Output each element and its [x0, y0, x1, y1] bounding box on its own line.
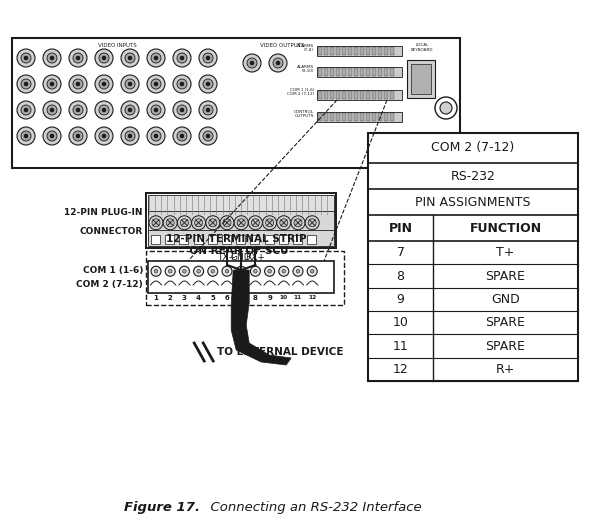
Bar	[330, 113, 334, 121]
Bar	[384, 68, 388, 76]
Circle shape	[249, 216, 262, 230]
Circle shape	[154, 56, 158, 60]
Circle shape	[128, 134, 132, 138]
Circle shape	[50, 134, 54, 138]
Bar	[368, 133, 578, 381]
Circle shape	[125, 79, 135, 89]
Bar	[360, 91, 364, 99]
Circle shape	[197, 269, 200, 273]
Circle shape	[43, 75, 61, 93]
Circle shape	[265, 266, 275, 276]
Bar	[324, 113, 328, 121]
Circle shape	[151, 131, 161, 141]
Bar	[324, 47, 328, 55]
Bar	[318, 47, 322, 55]
Bar	[318, 68, 322, 76]
Circle shape	[177, 79, 187, 89]
Circle shape	[273, 58, 283, 68]
Text: ALARMS
(7-8): ALARMS (7-8)	[297, 44, 314, 52]
Text: COM 1 (1-6)
COM 2 (7-12): COM 1 (1-6) COM 2 (7-12)	[287, 88, 314, 96]
Bar	[317, 90, 402, 100]
Circle shape	[173, 101, 191, 119]
Circle shape	[280, 219, 288, 227]
Circle shape	[73, 105, 83, 115]
Circle shape	[209, 219, 217, 227]
Circle shape	[95, 49, 113, 67]
Bar	[348, 47, 352, 55]
Circle shape	[250, 266, 261, 276]
Text: 12: 12	[308, 295, 316, 300]
Circle shape	[311, 269, 314, 273]
Circle shape	[179, 266, 190, 276]
Circle shape	[173, 75, 191, 93]
Bar	[384, 91, 388, 99]
Polygon shape	[231, 270, 291, 365]
Bar	[194, 235, 203, 244]
Circle shape	[99, 79, 109, 89]
Circle shape	[47, 131, 57, 141]
Circle shape	[173, 49, 191, 67]
Bar	[372, 68, 376, 76]
Circle shape	[180, 108, 184, 112]
Circle shape	[177, 131, 187, 141]
Bar	[390, 68, 394, 76]
Circle shape	[169, 269, 172, 273]
Bar	[236, 235, 245, 244]
Bar	[148, 230, 334, 246]
Bar	[317, 112, 402, 122]
Circle shape	[121, 127, 139, 145]
Bar	[366, 47, 370, 55]
Circle shape	[21, 53, 31, 63]
Bar	[390, 113, 394, 121]
Text: COM 2 (7-12): COM 2 (7-12)	[432, 141, 515, 155]
Bar	[407, 60, 435, 98]
Circle shape	[250, 61, 254, 65]
Text: CONTROL
OUTPUTS: CONTROL OUTPUTS	[294, 110, 314, 118]
Text: VIDEO OUTPUTS: VIDEO OUTPUTS	[259, 43, 304, 48]
Bar	[372, 47, 376, 55]
Bar	[148, 211, 334, 232]
Circle shape	[69, 75, 87, 93]
Circle shape	[50, 82, 54, 86]
Text: 2: 2	[168, 295, 173, 301]
Circle shape	[206, 134, 210, 138]
Circle shape	[69, 101, 87, 119]
Circle shape	[199, 127, 217, 145]
Circle shape	[121, 101, 139, 119]
Text: R+: R+	[496, 363, 515, 376]
Circle shape	[125, 53, 135, 63]
Circle shape	[182, 269, 186, 273]
Text: PIN: PIN	[388, 221, 412, 235]
Circle shape	[269, 54, 287, 72]
Circle shape	[17, 127, 35, 145]
Bar	[390, 91, 394, 99]
Circle shape	[440, 102, 452, 114]
Circle shape	[76, 108, 80, 112]
Bar	[324, 68, 328, 76]
Bar	[366, 113, 370, 121]
Circle shape	[50, 56, 54, 60]
Circle shape	[99, 131, 109, 141]
Text: RS-232: RS-232	[450, 169, 495, 183]
Circle shape	[21, 131, 31, 141]
Circle shape	[17, 75, 35, 93]
Circle shape	[265, 219, 273, 227]
Circle shape	[95, 127, 113, 145]
Circle shape	[76, 134, 80, 138]
Bar	[146, 251, 344, 305]
Bar	[348, 68, 352, 76]
Text: VIDEO INPUTS: VIDEO INPUTS	[98, 43, 137, 48]
Bar	[208, 235, 217, 244]
Bar	[342, 47, 346, 55]
Circle shape	[147, 75, 165, 93]
Circle shape	[125, 131, 135, 141]
Circle shape	[243, 54, 261, 72]
Circle shape	[76, 82, 80, 86]
Text: FUNCTION: FUNCTION	[470, 221, 542, 235]
Circle shape	[206, 56, 210, 60]
Text: SPARE: SPARE	[486, 339, 526, 352]
Circle shape	[102, 56, 106, 60]
Text: Figure 17.: Figure 17.	[124, 501, 200, 514]
Circle shape	[24, 82, 28, 86]
Circle shape	[199, 49, 217, 67]
